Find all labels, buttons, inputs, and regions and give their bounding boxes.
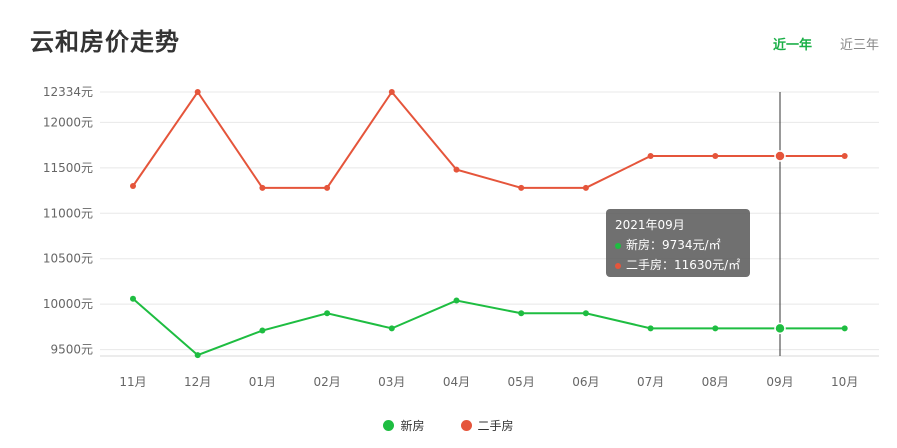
data-point-new <box>712 325 719 332</box>
data-point-second <box>324 184 331 191</box>
data-point-new <box>582 310 589 317</box>
y-tick-label: 11500元 <box>43 161 93 175</box>
tab-three-years[interactable]: 近三年 <box>839 38 879 53</box>
legend-new-label: 新房 <box>400 419 425 433</box>
x-tick-label: 08月 <box>702 375 729 389</box>
data-point-new <box>518 310 525 317</box>
tooltip-new-row: 新房：9734元/㎡ <box>615 235 741 255</box>
data-point-new <box>130 295 136 302</box>
legend-second-label: 二手房 <box>477 419 514 433</box>
y-tick-label: 10500元 <box>43 252 93 266</box>
x-tick-label: 05月 <box>508 375 535 389</box>
page-title: 云和房价走势 <box>30 28 180 56</box>
chart-tooltip: 2021年09月 新房：9734元/㎡ 二手房：11630元/㎡ <box>606 209 750 277</box>
data-point-second <box>259 184 266 191</box>
y-tick-label: 12000元 <box>43 115 93 129</box>
x-tick-label: 02月 <box>313 375 340 389</box>
chart-legend: 新房 二手房 <box>0 417 897 434</box>
y-tick-label: 9500元 <box>50 343 93 357</box>
data-point-new <box>194 352 201 359</box>
legend-item-new[interactable]: 新房 <box>383 417 425 434</box>
legend-new-dot-icon <box>383 420 395 431</box>
y-tick-label: 11000元 <box>43 206 93 220</box>
tab-one-year[interactable]: 近一年 <box>772 38 812 53</box>
data-point-second <box>194 89 201 95</box>
series-line-new <box>132 297 845 357</box>
tooltip-title: 2021年09月 <box>615 218 685 232</box>
data-point-second <box>774 150 786 162</box>
y-tick-label: 10000元 <box>43 297 93 311</box>
y-tick-label: 12334元 <box>43 85 93 99</box>
tooltip-second-row: 二手房：11630元/㎡ <box>615 255 741 275</box>
x-tick-label: 11月 <box>119 375 146 389</box>
tooltip-new-dot-icon <box>615 242 621 249</box>
legend-item-second[interactable]: 二手房 <box>460 417 514 434</box>
x-tick-label: 03月 <box>378 375 405 389</box>
data-point-new <box>324 310 331 317</box>
tooltip-second-dot-icon <box>615 262 621 269</box>
data-point-second <box>130 183 136 189</box>
data-point-second <box>841 153 848 159</box>
x-tick-label: 07月 <box>637 375 664 389</box>
x-tick-label: 06月 <box>572 375 599 389</box>
x-tick-label: 01月 <box>249 375 276 389</box>
x-tick-label: 10月 <box>831 375 858 389</box>
legend-second-dot-icon <box>460 420 472 431</box>
data-point-second <box>647 153 654 159</box>
data-point-second <box>582 184 589 191</box>
data-point-new <box>453 297 460 304</box>
data-point-new <box>841 325 848 332</box>
data-point-second <box>518 184 525 191</box>
data-point-new <box>774 322 786 335</box>
data-point-new <box>388 325 395 332</box>
range-tabs: 近一年 近三年 <box>773 34 879 53</box>
tooltip-second-value: 二手房：11630元/㎡ <box>626 258 741 272</box>
x-tick-label: 09月 <box>766 375 793 389</box>
tooltip-new-value: 新房：9734元/㎡ <box>626 238 721 252</box>
data-point-new <box>259 327 266 334</box>
data-point-second <box>712 153 719 159</box>
data-point-second <box>388 89 395 95</box>
data-point-second <box>453 166 460 173</box>
x-tick-label: 04月 <box>443 375 470 389</box>
data-point-new <box>647 325 654 332</box>
x-tick-label: 12月 <box>184 375 211 389</box>
series-line-second <box>132 90 845 189</box>
